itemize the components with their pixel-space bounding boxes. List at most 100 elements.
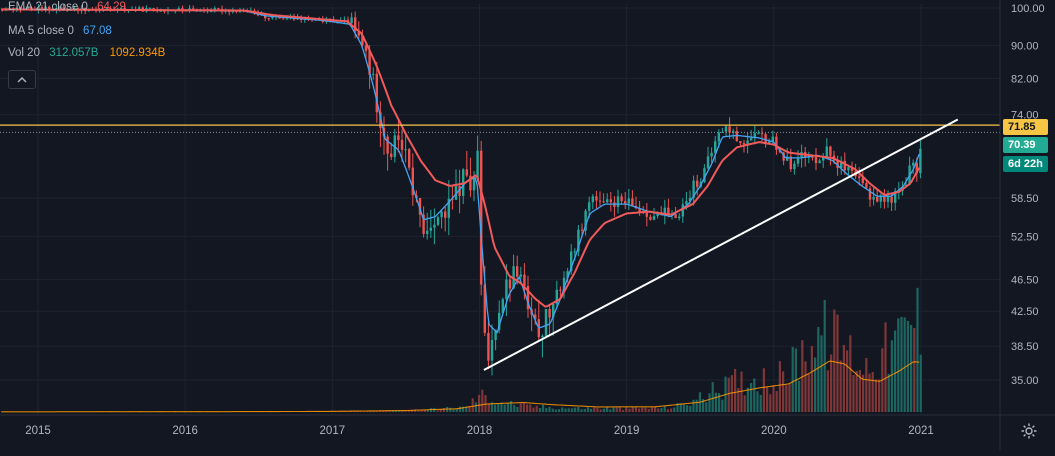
candle-body (138, 7, 141, 11)
candle-body (753, 133, 757, 139)
volume-ma-line (1, 360, 920, 413)
chevron-up-icon (17, 76, 27, 82)
candle-body (44, 6, 47, 10)
candle-body (120, 8, 123, 10)
candle-body (285, 18, 289, 20)
candle-body (861, 177, 865, 184)
candle-body (919, 148, 922, 174)
candle-body (768, 141, 771, 144)
gear-icon[interactable] (1020, 422, 1038, 440)
candle-body (872, 196, 875, 200)
candle-body (487, 332, 490, 361)
volume-bar (618, 407, 622, 412)
candle-body (721, 131, 724, 133)
candle-body (602, 201, 605, 203)
candle-body (674, 214, 677, 219)
candle-body (595, 196, 598, 201)
last-price-label[interactable]: 70.39 (1003, 137, 1048, 153)
candle-body (584, 210, 587, 231)
candle-body (714, 141, 717, 153)
legend-collapse-button[interactable] (8, 70, 36, 89)
candle-body (436, 217, 440, 225)
volume-bar (846, 350, 849, 412)
time-axis[interactable]: 2015 2016 2017 2018 2019 2020 2021 (25, 425, 934, 437)
volume-bar (410, 409, 414, 412)
candle-body (789, 156, 793, 170)
volume-bar (714, 392, 718, 412)
candle-body (364, 45, 368, 51)
candle-body (192, 8, 195, 10)
volume-bar (606, 407, 609, 412)
drawing-layer[interactable] (0, 118, 1000, 371)
volume-bar (484, 395, 487, 412)
candle-body (915, 162, 919, 174)
volume-bar (455, 408, 458, 412)
volume-bar (810, 346, 814, 412)
candle-body (912, 162, 915, 166)
candle-body (638, 208, 641, 212)
candle-body (48, 6, 51, 11)
volume-bar (855, 370, 858, 412)
volume-bar (782, 371, 785, 412)
trend-line[interactable] (483, 118, 959, 371)
legend-ma[interactable]: MA 5 close 0 67.08 (8, 24, 120, 38)
candle-body (624, 201, 627, 204)
volume-bar (417, 410, 420, 412)
volume-bar (919, 354, 922, 412)
candle-body (357, 31, 361, 36)
volume-bar (692, 399, 695, 412)
volume-bar (641, 407, 644, 412)
candle-body (440, 211, 443, 218)
volume-bar (612, 407, 615, 412)
volume-bar (868, 373, 871, 412)
volume-bar (442, 407, 446, 412)
volume-bar (394, 410, 398, 412)
volume-bar (890, 340, 894, 412)
volume-bar (807, 373, 810, 412)
legend-ma-value: 67.08 (83, 25, 112, 37)
volume-bar (625, 406, 628, 412)
volume-bar (554, 409, 558, 412)
candle-body (469, 175, 472, 191)
candle-body (271, 16, 274, 19)
legend-ema[interactable]: EMA 21 close 0 64.29 (8, 0, 134, 14)
volume-bar (903, 317, 906, 412)
legend-vol[interactable]: Vol 20 312.057B 1092.934B (8, 46, 173, 60)
candle-body (890, 196, 893, 203)
candle-body (483, 284, 487, 333)
volume-bar (561, 407, 564, 412)
volume-bar (820, 335, 823, 412)
line-level-label[interactable]: 71.85 (1003, 119, 1048, 135)
candle-body (627, 198, 631, 204)
candle-body (354, 17, 357, 32)
candle-body (818, 160, 821, 164)
candle-body (472, 178, 476, 191)
price-axis[interactable]: 100.00 90.00 82.00 74.00 58.50 52.50 46.50 42.5… (1011, 3, 1045, 387)
volume-bar (423, 409, 426, 412)
candle-body (40, 7, 44, 10)
volume-bar (849, 335, 852, 412)
candle-body (678, 216, 681, 219)
ema21-line (1, 8, 921, 308)
volume-bar (910, 324, 913, 412)
volume-bar (398, 411, 401, 412)
volume-bar (673, 407, 676, 412)
x-tick-label: 2019 (614, 425, 640, 437)
volume-bar (420, 409, 423, 412)
volume-bar (666, 409, 670, 412)
volume-bar (551, 408, 554, 412)
candle-body (465, 169, 469, 176)
x-tick-label: 2015 (25, 425, 51, 437)
candle-body (418, 197, 422, 215)
candle-body (379, 112, 382, 128)
volume-bar (465, 406, 468, 412)
candle-body (559, 289, 562, 291)
indicator-layer (1, 8, 921, 334)
volume-bar (865, 358, 868, 412)
volume-bar (801, 340, 804, 412)
volume-bar (657, 408, 660, 412)
candle-body (710, 152, 713, 157)
candle-body (454, 185, 458, 200)
